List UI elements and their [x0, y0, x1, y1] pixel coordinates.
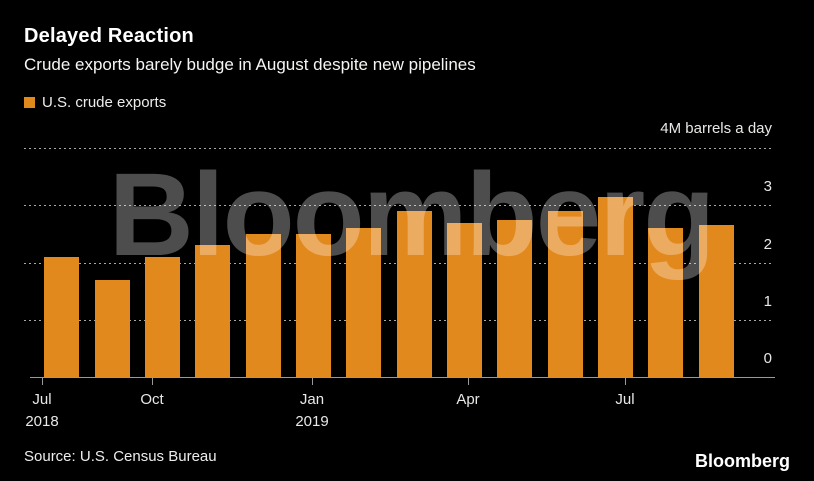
x-tick-4 — [625, 378, 626, 385]
bar-aug-2019 — [699, 225, 734, 377]
bar-may-2019 — [548, 211, 583, 377]
y-tick-label-1: 1 — [763, 293, 772, 310]
bar-dec-2018 — [296, 234, 331, 377]
page-title: Delayed Reaction — [24, 25, 194, 47]
bar-jul-2019 — [648, 228, 683, 377]
x-tick-2 — [312, 378, 313, 385]
bar-sep-2018 — [145, 257, 180, 377]
bar-oct-2018 — [195, 245, 230, 377]
x-tick-year-0: 2018 — [25, 413, 59, 430]
x-axis-line — [30, 377, 775, 378]
x-tick-label-2: Jan — [299, 391, 325, 408]
bar-feb-2019 — [397, 211, 432, 377]
bar-apr-2019 — [497, 220, 532, 377]
y-axis-unit-label: 4M barrels a day — [660, 120, 772, 137]
legend: U.S. crude exports — [24, 94, 166, 111]
gridline-y-3 — [24, 205, 772, 207]
chart-subtitle: Crude exports barely budge in August des… — [24, 55, 476, 74]
bar-nov-2018 — [246, 234, 281, 377]
legend-swatch-icon — [24, 97, 35, 108]
x-tick-3 — [468, 378, 469, 385]
bar-jul-2018 — [44, 257, 79, 377]
x-tick-label-3: Apr — [456, 391, 480, 408]
bar-jun-2019 — [598, 197, 633, 377]
legend-label: U.S. crude exports — [42, 94, 167, 111]
y-tick-label-0: 0 — [763, 350, 772, 367]
y-tick-label-3: 3 — [763, 178, 772, 195]
gridline-y-4 — [24, 148, 772, 150]
bar-jan-2019 — [346, 228, 381, 377]
x-tick-1 — [152, 378, 153, 385]
bloomberg-logo: Bloomberg — [694, 451, 790, 471]
y-tick-label-2: 2 — [763, 236, 772, 253]
x-tick-label-4: Jul — [615, 391, 635, 408]
x-tick-label-1: Oct — [140, 391, 164, 408]
x-tick-0 — [42, 378, 43, 385]
x-tick-year-2: 2019 — [295, 413, 329, 430]
source-text: Source: U.S. Census Bureau — [24, 448, 217, 465]
bar-mar-2019 — [447, 223, 482, 377]
x-tick-label-0: Jul — [32, 391, 52, 408]
bar-aug-2018 — [95, 280, 130, 377]
